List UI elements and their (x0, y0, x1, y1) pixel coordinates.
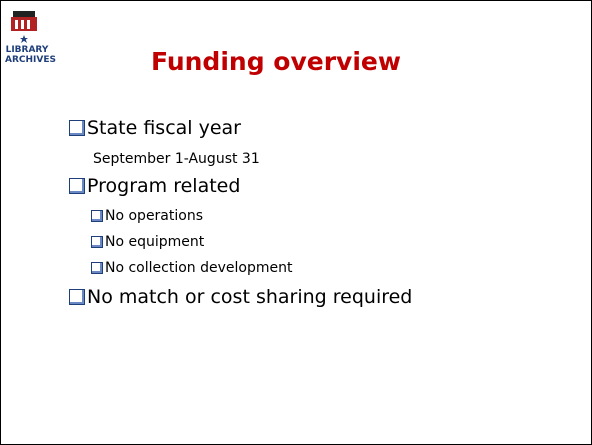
sub-bullet: No collection development (91, 260, 292, 276)
slide-title: Funding overview (151, 47, 401, 76)
logo-text: ARCHIVES (5, 55, 56, 65)
bullet: State fiscal year (69, 117, 241, 139)
bullet-text: State fiscal year (87, 117, 241, 139)
bullet-text: September 1-August 31 (93, 151, 260, 167)
logo-text: LIBRARY (5, 45, 49, 55)
bullet-text: No equipment (105, 234, 205, 250)
bullet-text: No match or cost sharing required (87, 286, 413, 308)
sub-bullet: No equipment (91, 234, 204, 250)
bullet-text: No collection development (105, 260, 293, 276)
sub-bullet: No operations (91, 208, 203, 224)
bullet: Program related (69, 175, 240, 197)
bullet-text: No operations (105, 208, 203, 224)
bullet: No match or cost sharing required (69, 286, 412, 308)
bullet-text: Program related (87, 175, 241, 197)
logo (11, 11, 37, 43)
bullet: September 1-August 31 (93, 151, 260, 167)
